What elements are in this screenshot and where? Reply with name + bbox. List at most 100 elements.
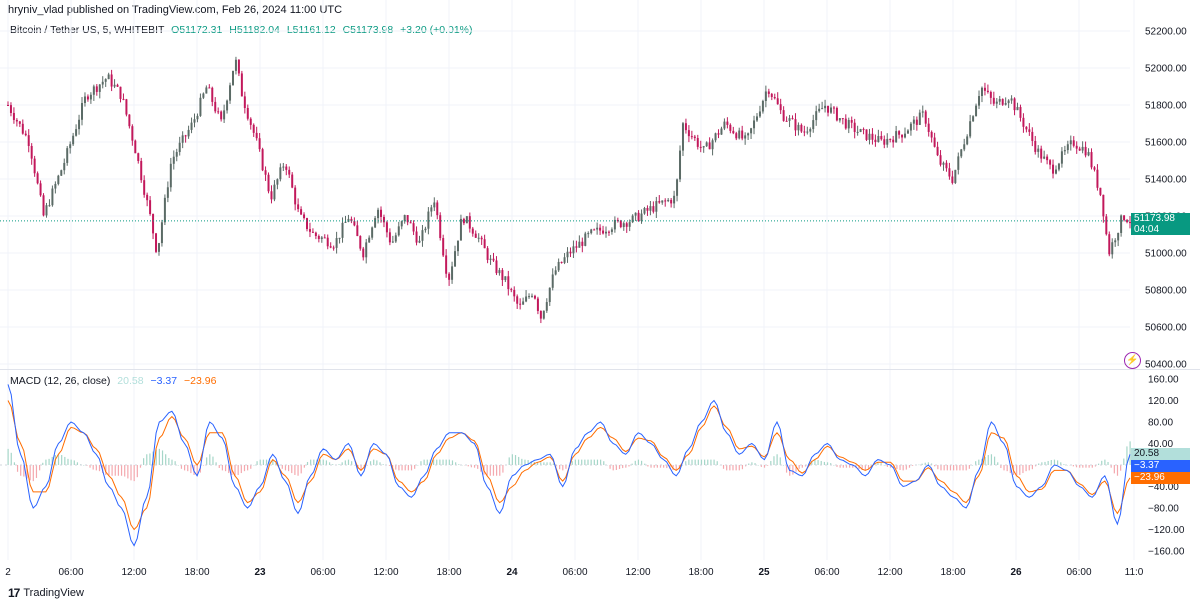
histogram-bar: [234, 465, 236, 476]
candle-body: [297, 204, 300, 210]
candle-body: [528, 296, 531, 298]
histogram-bar: [1057, 460, 1059, 465]
histogram-bar: [978, 459, 980, 465]
candle-body: [871, 133, 874, 140]
time-tick-label: 06:00: [310, 567, 335, 578]
candle-body: [489, 258, 492, 260]
histogram-bar: [259, 459, 261, 465]
candle-body: [912, 119, 915, 124]
candle-body: [1016, 107, 1019, 111]
candle-body: [400, 221, 403, 227]
histogram-bar: [265, 459, 268, 465]
candle-body: [471, 228, 474, 234]
candle-body: [377, 209, 380, 219]
histogram-bar: [833, 465, 835, 466]
candle-body: [152, 213, 155, 234]
candle-body: [679, 150, 682, 180]
histogram-bar: [1006, 465, 1008, 472]
candle-body: [24, 133, 27, 136]
candle-body: [1072, 140, 1075, 146]
candle-body: [572, 246, 575, 254]
brand-name[interactable]: TradingView: [23, 587, 84, 599]
histogram-bar: [439, 459, 441, 465]
tradingview-logo[interactable]: 17: [8, 586, 20, 600]
candle-body: [134, 140, 137, 154]
histogram-bar: [688, 459, 690, 465]
candle-body: [371, 227, 374, 238]
candle-body: [406, 215, 409, 223]
candle-body: [596, 227, 599, 230]
lightning-icon[interactable]: ⚡: [1124, 352, 1141, 369]
candle-body: [320, 237, 323, 240]
candle-body: [741, 130, 744, 139]
histogram-bar: [625, 465, 627, 468]
price-tick-label: 50400.00: [1145, 360, 1187, 371]
histogram-bar: [518, 456, 520, 465]
macd-tick-label: −120.00: [1148, 525, 1185, 536]
candle-body: [1028, 129, 1031, 132]
histogram-bar: [83, 465, 85, 466]
histogram-bar: [42, 462, 44, 465]
candle-body: [960, 149, 963, 157]
candle-body: [889, 138, 892, 140]
candle-body: [48, 205, 51, 207]
time-tick-label: 06:00: [1066, 567, 1091, 578]
candle-body: [409, 222, 412, 224]
time-tick-label: 26: [1010, 567, 1022, 578]
candle-body: [1105, 216, 1108, 235]
histogram-bar: [732, 465, 734, 471]
histogram-bar: [609, 465, 611, 469]
histogram-bar: [968, 465, 970, 469]
candle-body: [948, 168, 951, 177]
candle-body: [18, 121, 21, 124]
histogram-bar: [473, 465, 476, 468]
histogram-bar: [149, 453, 151, 465]
histogram-bar: [521, 458, 523, 465]
histogram-bar: [1072, 465, 1074, 467]
macd-tick-label: −160.00: [1148, 547, 1185, 558]
time-tick-label: 23: [254, 567, 266, 578]
candle-body: [969, 121, 972, 137]
histogram-bar: [410, 465, 413, 471]
price-axis: 52200.00 52000.00 51800.00 51600.00 51400.00…: [1145, 27, 1187, 371]
histogram-bar: [455, 462, 457, 465]
candle-body: [717, 133, 720, 135]
candle-body: [699, 146, 702, 148]
candle-body: [1075, 145, 1078, 149]
histogram-bar: [325, 460, 328, 465]
candle-body: [1066, 144, 1069, 151]
histogram-bar: [10, 452, 12, 465]
histogram-bar: [61, 455, 63, 465]
histogram-bar: [949, 465, 952, 471]
histogram-bar: [221, 465, 224, 471]
time-tick-label: 18:00: [688, 567, 713, 578]
last-price-tag: 51173.98 04:04: [1131, 213, 1190, 235]
histogram-bar: [1000, 465, 1002, 469]
histogram-bar: [663, 465, 665, 468]
price-tick-label: 51600.00: [1145, 138, 1187, 149]
time-tick-label: 06:00: [814, 567, 839, 578]
candle-body: [163, 197, 166, 223]
histogram-bar: [253, 465, 255, 466]
candle-body: [670, 199, 673, 204]
candle-body: [187, 129, 190, 137]
candle-body: [705, 142, 708, 147]
candle-body: [927, 123, 930, 132]
histogram-bar: [379, 462, 381, 465]
histogram-bar: [1094, 465, 1097, 467]
macd-legend: MACD (12, 26, close) 20.58 −3.37 −23.96: [10, 375, 216, 387]
candle-body: [231, 70, 234, 86]
candle-body: [415, 231, 418, 243]
symbol-name[interactable]: Bitcoin / Tether US, 5, WHITEBIT: [10, 24, 165, 36]
candle-body: [308, 229, 311, 232]
candle-body: [753, 120, 756, 129]
candle-body: [57, 175, 60, 184]
histogram-bar: [814, 459, 816, 465]
candle-body: [824, 105, 827, 109]
candle-body: [181, 135, 184, 143]
macd-indicator-name[interactable]: MACD (12, 26, close): [10, 375, 111, 387]
candle-body: [809, 129, 812, 132]
candle-body: [143, 180, 146, 195]
ohlc-close: C51173.98: [342, 24, 394, 36]
